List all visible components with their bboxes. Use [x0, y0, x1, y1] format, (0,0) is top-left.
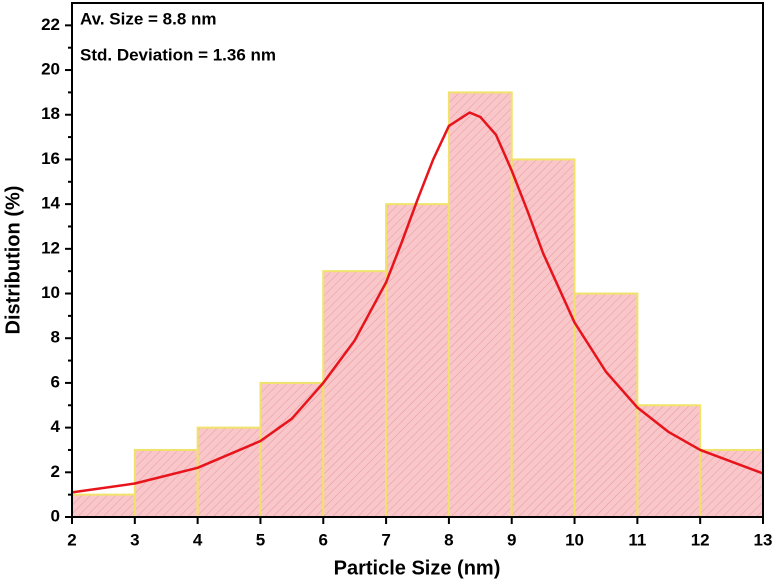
- plot-frame: [71, 2, 764, 518]
- x-tick-label: 11: [628, 530, 646, 549]
- x-tick-label: 4: [193, 530, 203, 549]
- y-tick-label: 22: [41, 15, 60, 34]
- bar: [510, 158, 576, 518]
- x-tick-label: 9: [507, 530, 516, 549]
- y-tick-label: 4: [51, 417, 61, 436]
- y-tick-label: 2: [51, 462, 60, 481]
- bar: [636, 404, 702, 518]
- bar: [196, 426, 262, 519]
- annotation: Av. Size = 8.8 nm: [80, 9, 217, 28]
- y-axis-title: Distribution (%): [2, 186, 24, 335]
- fit-curve: [71, 111, 764, 494]
- y-tick-label: 8: [51, 328, 60, 347]
- y-tick-label: 18: [41, 104, 60, 123]
- bar: [573, 292, 639, 518]
- x-tick-label: 3: [130, 530, 139, 549]
- y-tick-label: 16: [41, 149, 60, 168]
- bar: [259, 381, 325, 519]
- y-tick-label: 0: [51, 506, 60, 525]
- y-tick-label: 20: [41, 60, 60, 79]
- x-tick-label: 6: [319, 530, 328, 549]
- x-tick-label: 8: [444, 530, 453, 549]
- x-axis-title: Particle Size (nm): [334, 557, 501, 579]
- y-tick-label: 12: [41, 238, 60, 257]
- annotation: Std. Deviation = 1.36 nm: [80, 45, 276, 64]
- bar: [71, 493, 136, 518]
- bar: [699, 448, 765, 518]
- y-tick-label: 10: [41, 283, 60, 302]
- x-tick-label: 13: [754, 530, 773, 549]
- x-tick-label: 10: [565, 530, 584, 549]
- x-tick-label: 7: [381, 530, 390, 549]
- x-tick-label: 12: [691, 530, 710, 549]
- bar: [322, 270, 388, 518]
- x-tick-label: 5: [256, 530, 265, 549]
- bar: [447, 91, 513, 519]
- bar: [385, 203, 450, 518]
- bar: [133, 448, 199, 518]
- y-tick-label: 6: [51, 372, 60, 391]
- x-tick-label: 2: [67, 530, 76, 549]
- y-tick-label: 14: [41, 194, 60, 213]
